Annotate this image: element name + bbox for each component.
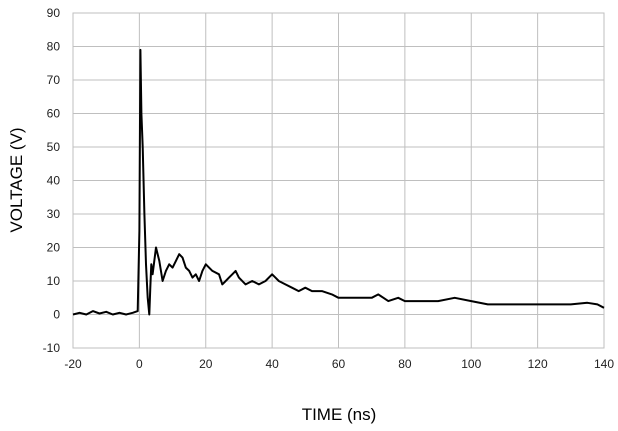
- x-tick-label: 140: [594, 357, 614, 371]
- y-tick-label: 80: [47, 40, 61, 54]
- plot-frame: [72, 12, 605, 349]
- x-tick-label: 100: [461, 357, 481, 371]
- x-tick-labels: -20 0 20 40 60 80 100 120 140: [64, 357, 614, 371]
- y-tick-label: 20: [47, 241, 61, 255]
- y-axis-title: VOLTAGE (V): [7, 127, 26, 232]
- y-tick-labels: -10 0 10 20 30 40 50 60 70 80 90: [43, 6, 61, 355]
- x-tick-label: 40: [265, 357, 279, 371]
- x-tick-label: 80: [398, 357, 412, 371]
- gridlines: [72, 12, 605, 349]
- y-tick-label: 0: [53, 308, 60, 322]
- x-tick-label: 120: [528, 357, 548, 371]
- x-tick-label: 0: [136, 357, 143, 371]
- x-axis-title: TIME (ns): [302, 405, 377, 424]
- y-tick-label: 60: [47, 107, 61, 121]
- y-tick-label: 70: [47, 73, 61, 87]
- y-tick-label: 40: [47, 174, 61, 188]
- y-tick-label: 10: [47, 274, 61, 288]
- y-tick-label: 90: [47, 6, 61, 20]
- x-tick-label: 20: [199, 357, 213, 371]
- voltage-trace-line: [72, 48, 605, 316]
- x-tick-label: -20: [64, 357, 82, 371]
- y-tick-label: 50: [47, 140, 61, 154]
- y-tick-label: 30: [47, 207, 61, 221]
- y-tick-label: -10: [43, 341, 61, 355]
- x-tick-label: 60: [332, 357, 346, 371]
